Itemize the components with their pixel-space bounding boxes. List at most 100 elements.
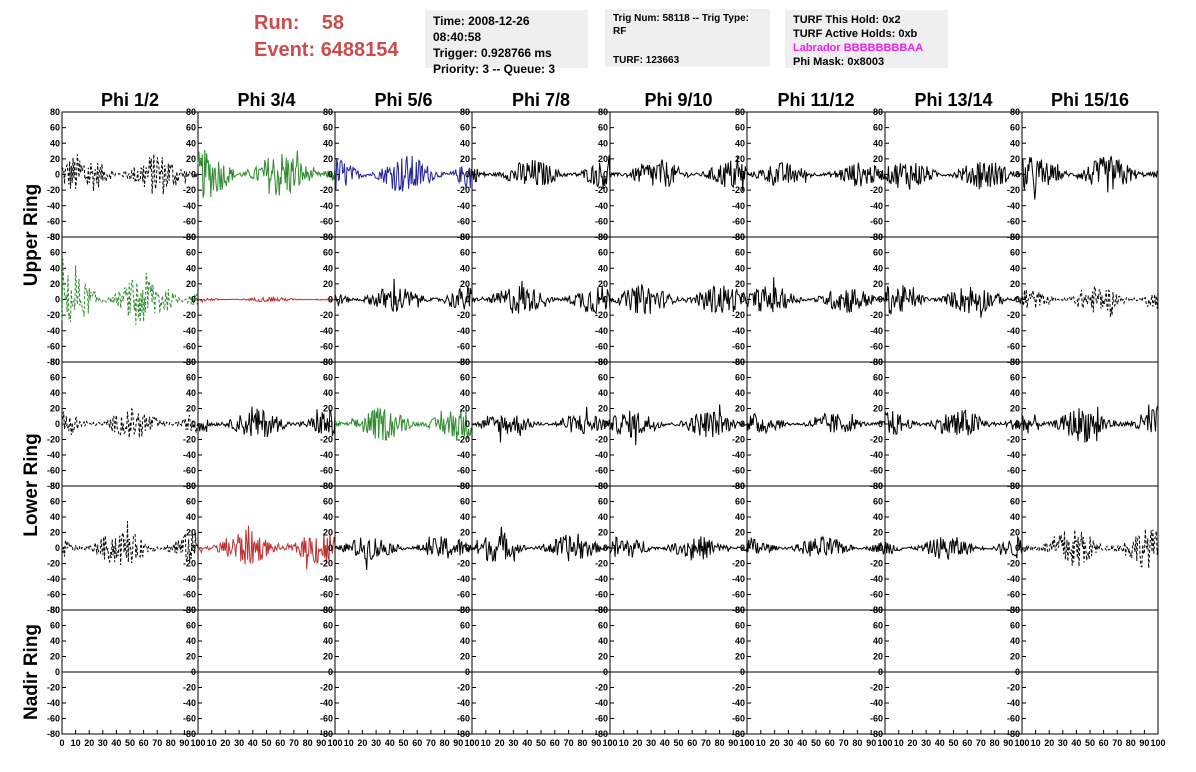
y-tick-label: 20 — [460, 652, 470, 662]
y-tick-label: 80 — [50, 107, 60, 117]
y-tick-label: 0 — [603, 667, 608, 677]
y-tick-label: 80 — [873, 357, 883, 367]
waveform-trace — [884, 535, 1023, 560]
y-tick-label: 80 — [460, 481, 470, 491]
y-tick-label: 20 — [1010, 528, 1020, 538]
x-tick-label: 40 — [385, 738, 395, 748]
y-tick-label: 40 — [1010, 388, 1020, 398]
x-tick-label: 90 — [179, 738, 189, 748]
turf-info-box: TURF This Hold: 0x2 TURF Active Holds: 0… — [785, 10, 948, 68]
x-tick-label: 10 — [894, 738, 904, 748]
y-tick-label: 40 — [186, 263, 196, 273]
y-tick-label: -60 — [1007, 714, 1020, 724]
y-tick-label: 60 — [460, 123, 470, 133]
y-tick-label: -20 — [47, 559, 60, 569]
column-title: Phi 5/6 — [374, 90, 432, 110]
y-tick-label: -40 — [47, 698, 60, 708]
waveform-trace — [334, 278, 473, 313]
y-tick-label: 20 — [598, 652, 608, 662]
y-tick-label: 20 — [598, 154, 608, 164]
y-tick-label: 80 — [598, 107, 608, 117]
y-tick-label: -80 — [47, 232, 60, 242]
y-tick-label: 80 — [735, 357, 745, 367]
y-tick-label: 60 — [186, 373, 196, 383]
y-tick-label: 80 — [50, 232, 60, 242]
x-tick-label: 40 — [660, 738, 670, 748]
y-tick-label: 20 — [186, 404, 196, 414]
y-tick-label: -20 — [595, 435, 608, 445]
y-tick-label: 80 — [186, 232, 196, 242]
y-tick-label: -20 — [732, 683, 745, 693]
event-value: 6488154 — [320, 39, 399, 61]
x-tick-label: 30 — [783, 738, 793, 748]
y-tick-label: -60 — [47, 714, 60, 724]
y-tick-label: 20 — [598, 279, 608, 289]
y-tick-label: -20 — [595, 559, 608, 569]
x-tick-label: 80 — [852, 738, 862, 748]
y-tick-label: -20 — [1007, 559, 1020, 569]
waveform-trace — [884, 285, 1023, 318]
y-tick-label: -60 — [595, 341, 608, 351]
x-tick-label: 100 — [327, 738, 342, 748]
y-tick-label: 80 — [735, 232, 745, 242]
x-tick-label: 10 — [481, 738, 491, 748]
x-tick-label: 30 — [1058, 738, 1068, 748]
y-tick-label: 40 — [50, 263, 60, 273]
y-tick-label: 20 — [873, 404, 883, 414]
y-tick-label: 80 — [186, 107, 196, 117]
y-tick-label: -40 — [732, 574, 745, 584]
y-tick-label: -80 — [1007, 729, 1020, 739]
x-tick-label: 20 — [1044, 738, 1054, 748]
y-tick-label: 60 — [186, 497, 196, 507]
y-tick-label: 0 — [878, 295, 883, 305]
y-tick-label: -60 — [595, 590, 608, 600]
x-tick-label: 60 — [1099, 738, 1109, 748]
y-tick-label: -40 — [320, 450, 333, 460]
waveform-trace — [746, 535, 886, 557]
y-tick-label: 60 — [1010, 248, 1020, 258]
y-tick-label: 40 — [598, 512, 608, 522]
turf-this-hold-text: TURF This Hold: 0x2 — [793, 14, 901, 26]
y-tick-label: -60 — [457, 216, 470, 226]
x-tick-label: 10 — [207, 738, 217, 748]
x-tick-label: 80 — [715, 738, 725, 748]
x-tick-label: 30 — [234, 738, 244, 748]
y-tick-label: -60 — [47, 466, 60, 476]
x-tick-label: 50 — [536, 738, 546, 748]
waveform-trace — [884, 409, 1023, 436]
y-tick-label: -40 — [595, 450, 608, 460]
y-tick-label: -60 — [870, 590, 883, 600]
x-tick-label: 30 — [508, 738, 518, 748]
y-tick-label: 20 — [323, 528, 333, 538]
x-tick-label: 30 — [371, 738, 381, 748]
y-tick-label: 40 — [50, 138, 60, 148]
y-tick-label: 60 — [323, 373, 333, 383]
run-event-block: Run: 58 Event: 6488154 — [254, 10, 399, 64]
column-title: Phi 3/4 — [237, 90, 295, 110]
y-tick-label: -60 — [183, 466, 196, 476]
x-tick-label: 20 — [357, 738, 367, 748]
y-tick-label: -40 — [732, 326, 745, 336]
waveform-trace — [472, 406, 611, 443]
event-label: Event: — [254, 39, 316, 61]
y-tick-label: 80 — [186, 605, 196, 615]
y-tick-label: 60 — [1010, 621, 1020, 631]
y-tick-label: -40 — [320, 698, 333, 708]
y-tick-label: 60 — [735, 497, 745, 507]
y-tick-label: 60 — [460, 373, 470, 383]
column-title: Phi 13/14 — [914, 90, 992, 110]
y-tick-label: -60 — [732, 341, 745, 351]
y-tick-label: 60 — [50, 621, 60, 631]
run-row: Run: 58 — [254, 10, 399, 37]
y-tick-label: -60 — [732, 216, 745, 226]
y-tick-label: 0 — [191, 170, 196, 180]
y-tick-label: -60 — [47, 590, 60, 600]
y-tick-label: -40 — [47, 326, 60, 336]
trigger-text: Trigger: 0.928766 ms — [433, 46, 552, 60]
y-tick-label: 40 — [186, 388, 196, 398]
waveform-trace — [1021, 404, 1159, 443]
y-tick-label: 0 — [55, 543, 60, 553]
x-tick-label: 20 — [770, 738, 780, 748]
y-tick-label: -20 — [870, 435, 883, 445]
y-tick-label: -60 — [870, 341, 883, 351]
